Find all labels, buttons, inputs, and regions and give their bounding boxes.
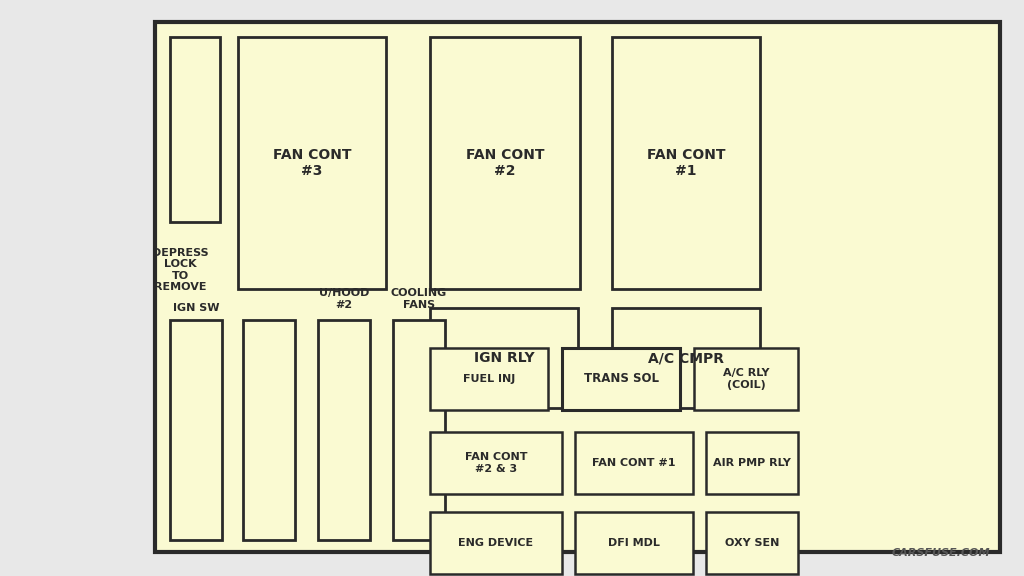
Bar	[243, 320, 295, 540]
Text: IGN RLY: IGN RLY	[474, 351, 535, 365]
Bar	[430, 432, 562, 494]
Text: FAN CONT
#2: FAN CONT #2	[466, 148, 544, 178]
Text: FUEL INJ: FUEL INJ	[463, 374, 515, 384]
Text: OXY SEN: OXY SEN	[725, 538, 779, 548]
Bar	[694, 348, 798, 410]
Bar	[430, 37, 580, 289]
Bar	[170, 37, 220, 222]
Bar	[706, 512, 798, 574]
Bar	[612, 308, 760, 408]
Bar	[575, 432, 693, 494]
Text: IGN SW: IGN SW	[173, 303, 219, 313]
Text: U/HOOD
#2: U/HOOD #2	[318, 289, 370, 310]
Text: A/C RLY
(COIL): A/C RLY (COIL)	[723, 368, 769, 390]
Text: CARSFUSE.COM: CARSFUSE.COM	[891, 548, 990, 558]
Bar	[155, 22, 1000, 552]
Bar	[612, 37, 760, 289]
Bar	[393, 320, 445, 540]
Text: TRANS SOL: TRANS SOL	[584, 373, 658, 385]
Bar	[562, 348, 680, 410]
Text: AIR PMP RLY: AIR PMP RLY	[713, 458, 791, 468]
Bar	[430, 308, 578, 408]
Bar	[318, 320, 370, 540]
Bar	[575, 512, 693, 574]
Text: ENG DEVICE: ENG DEVICE	[459, 538, 534, 548]
Text: COOLING
FANS: COOLING FANS	[391, 289, 447, 310]
Text: FAN CONT #1: FAN CONT #1	[592, 458, 676, 468]
Text: FAN CONT
#3: FAN CONT #3	[272, 148, 351, 178]
Bar	[238, 37, 386, 289]
Bar	[430, 348, 548, 410]
Bar	[430, 512, 562, 574]
Text: A/C CMPR: A/C CMPR	[648, 351, 724, 365]
Text: DFI MDL: DFI MDL	[608, 538, 659, 548]
Text: FAN CONT
#2 & 3: FAN CONT #2 & 3	[465, 452, 527, 474]
Bar	[170, 320, 222, 540]
Text: DEPRESS
LOCK
TO
REMOVE: DEPRESS LOCK TO REMOVE	[152, 248, 208, 293]
Bar	[706, 432, 798, 494]
Text: FAN CONT
#1: FAN CONT #1	[647, 148, 725, 178]
